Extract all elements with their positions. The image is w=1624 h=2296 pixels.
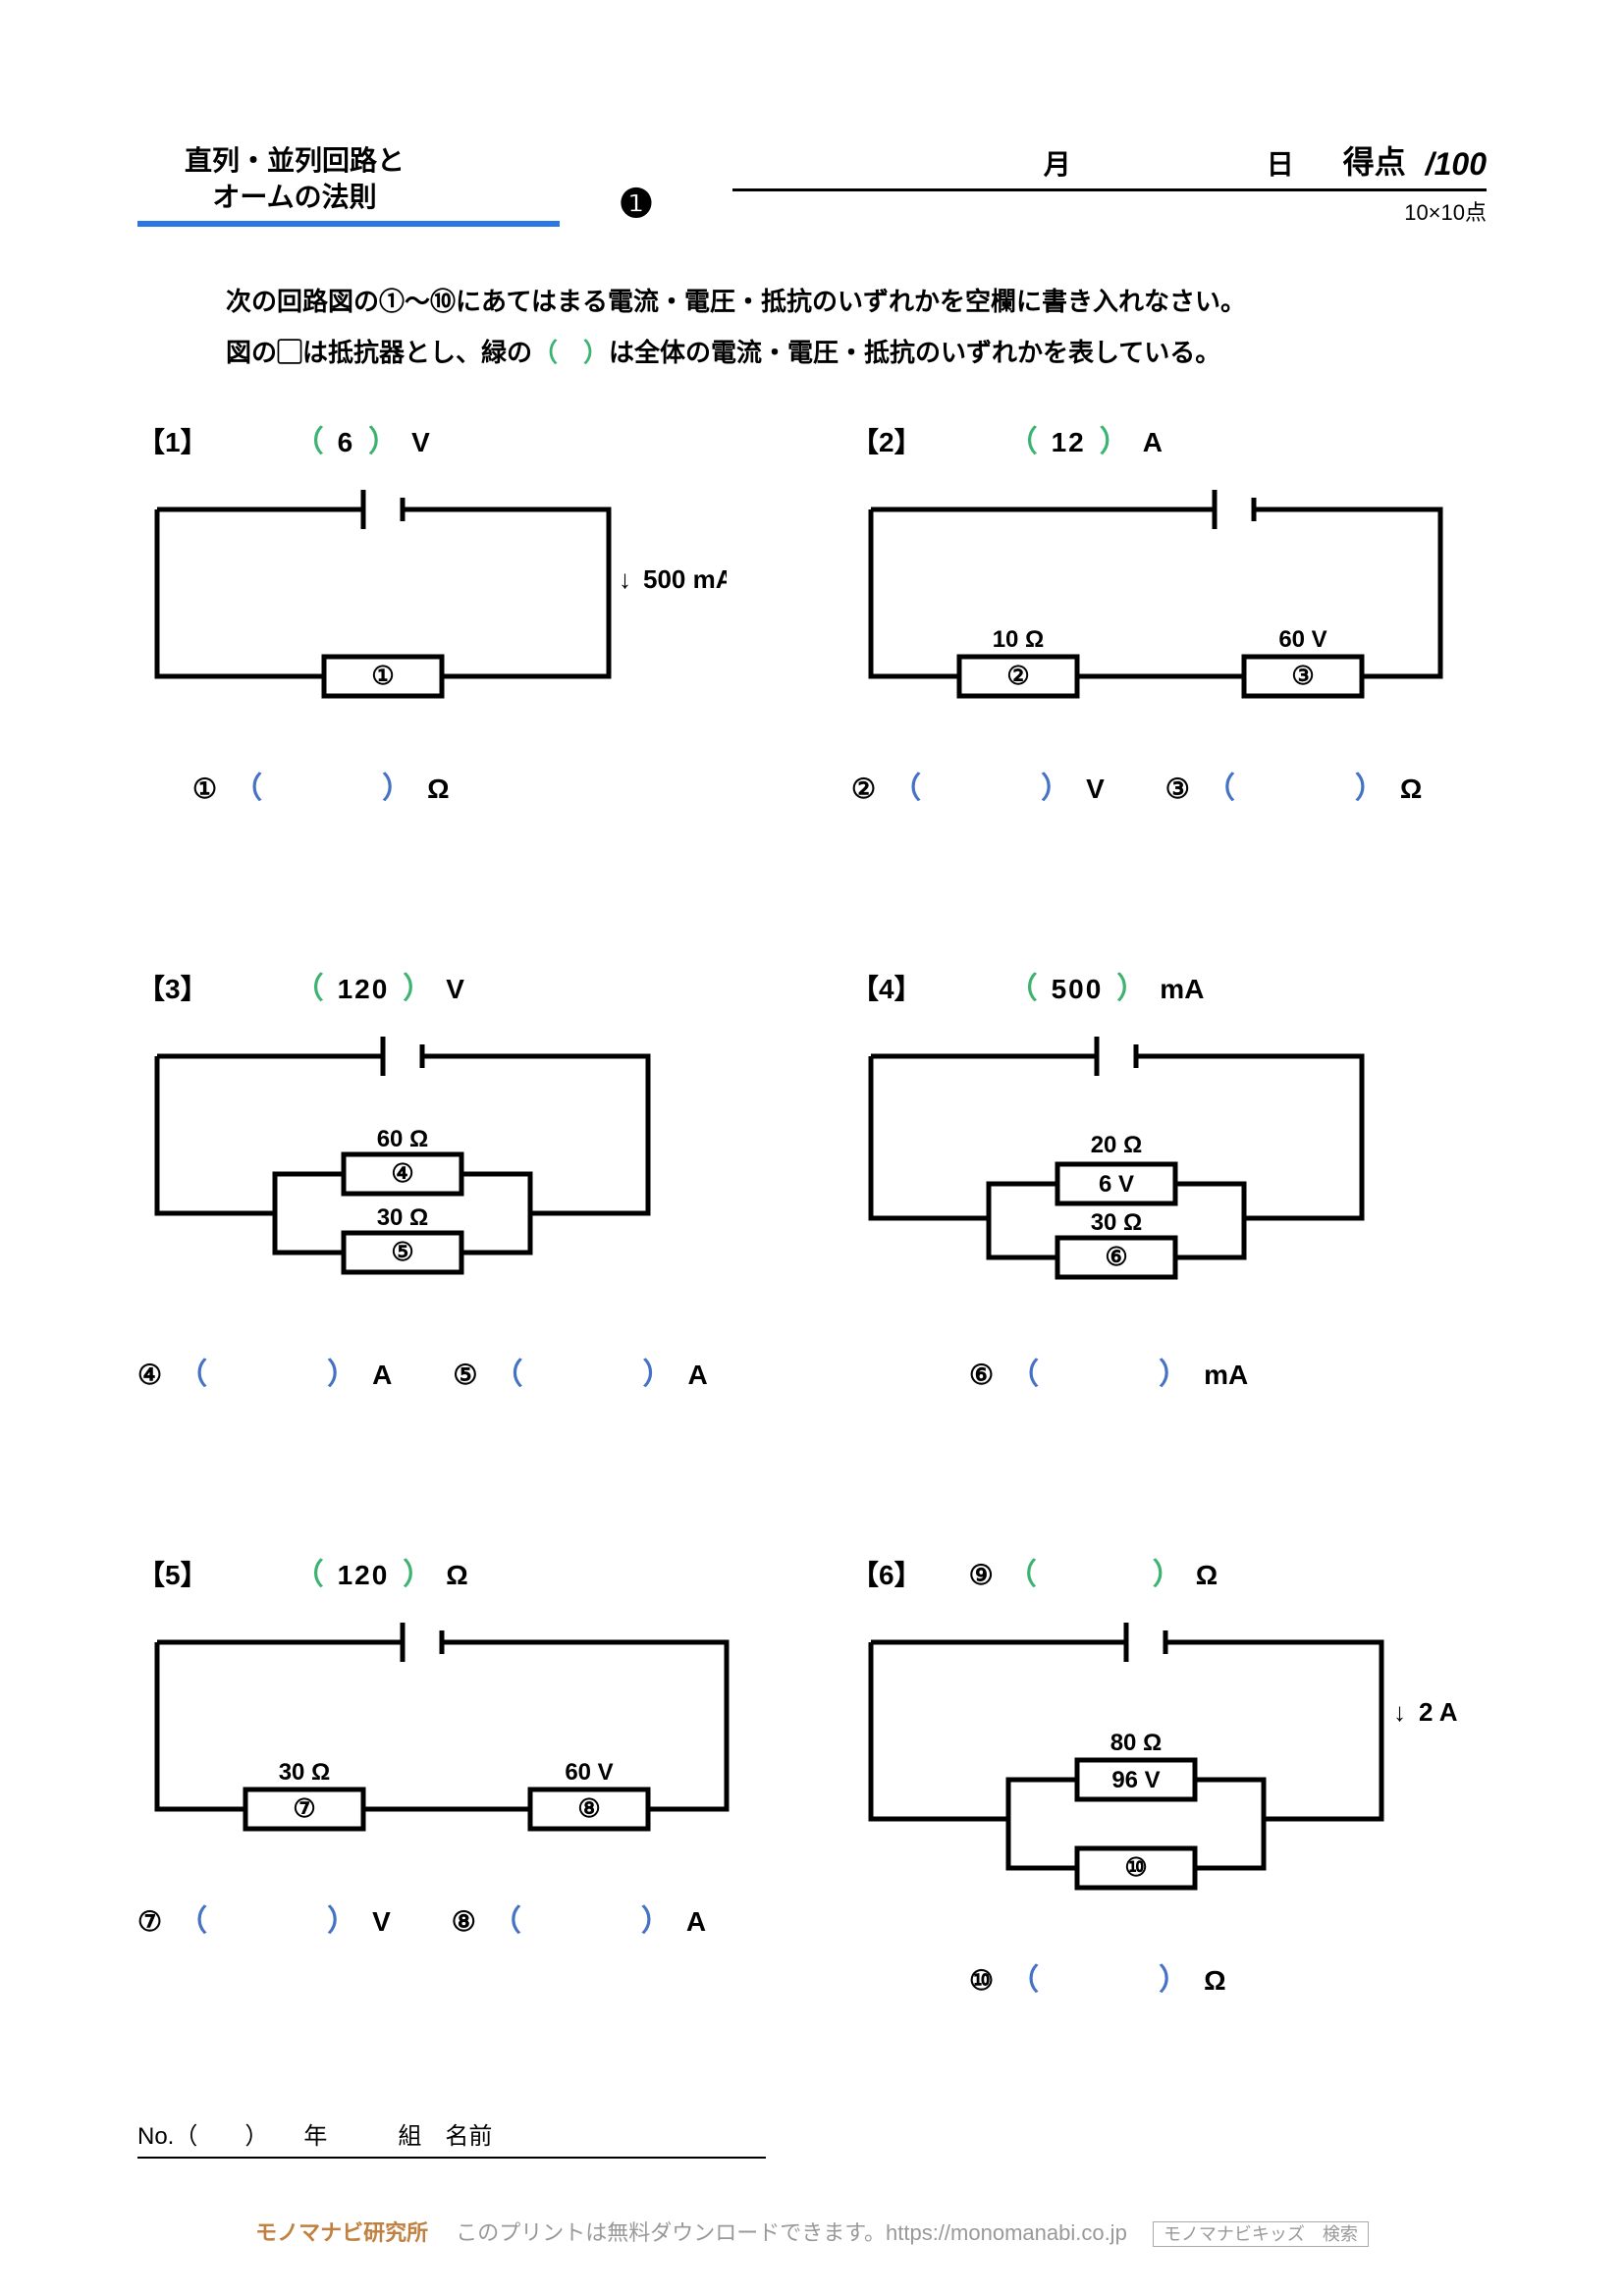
problem-6: 【6】 ⑨ （ ） Ω 80 Ω 96 V ⑩ ↓ <box>851 1550 1487 1999</box>
problem-5: 【5】 （ 120 ） Ω 30 Ω ⑦ 60 V ⑧ ⑦ <box>137 1550 773 1999</box>
answer-row: ⑦ （） V ⑧ （） A <box>137 1896 773 1940</box>
svg-text:30 Ω: 30 Ω <box>377 1204 429 1231</box>
open-paren: （ <box>295 417 324 460</box>
svg-text:↓: ↓ <box>1393 1697 1406 1727</box>
footer-label[interactable]: No.（ ） 年 組 名前 <box>137 2123 492 2150</box>
close-paren: ） <box>368 417 398 460</box>
title-line-2: オームの法則 <box>137 180 452 215</box>
svg-text:80 Ω: 80 Ω <box>1110 1730 1163 1756</box>
answer-circle-9: ⑨ <box>969 1559 994 1591</box>
problem-3: 【3】 （ 120 ） V 60 Ω ④ 30 Ω ⑤ <box>137 964 773 1393</box>
answer-row: ① （ ） Ω <box>137 764 773 807</box>
svg-text:60 V: 60 V <box>565 1759 613 1786</box>
circuit-diagram-3: 60 Ω ④ 30 Ω ⑤ <box>137 1027 727 1321</box>
svg-text:⑤: ⑤ <box>391 1237 413 1266</box>
instruction-line-1: 次の回路図の①～⑩にあてはまる電流・電圧・抵抗のいずれかを空欄に書き入れなさい。 <box>226 276 1447 327</box>
answer-open-paren: （ <box>233 764 262 807</box>
svg-text:⑩: ⑩ <box>1124 1852 1147 1882</box>
svg-text:2 A: 2 A <box>1419 1697 1458 1727</box>
problem-grid: 【1】 （ 6 ） V ① ↓ 500 mA ① （ ） <box>137 417 1487 1999</box>
current-label: 500 mA <box>643 564 727 594</box>
given-unit: V <box>411 427 430 458</box>
answer-close-paren: ） <box>382 764 411 807</box>
svg-text:60 Ω: 60 Ω <box>377 1126 429 1152</box>
answer-row: ② （） V ③ （） Ω <box>851 764 1487 807</box>
svg-text:⑥: ⑥ <box>1105 1242 1127 1271</box>
circuit-diagram-5: 30 Ω ⑦ 60 V ⑧ <box>137 1613 766 1868</box>
title-line-1: 直列・並列回路と <box>137 143 452 179</box>
given-value: 12 <box>1052 427 1086 458</box>
svg-text:⑦: ⑦ <box>293 1793 315 1823</box>
instructions: 次の回路図の①～⑩にあてはまる電流・電圧・抵抗のいずれかを空欄に書き入れなさい。… <box>226 276 1447 378</box>
sub-score: 10×10点 <box>732 195 1487 227</box>
answer-row: ⑩ （） Ω <box>851 1955 1487 1999</box>
svg-text:30 Ω: 30 Ω <box>1091 1209 1143 1236</box>
instruction-green-paren: （ ） <box>532 338 609 367</box>
given-unit: A <box>1143 427 1163 458</box>
instruction-line-2b: は全体の電流・電圧・抵抗のいずれかを表している。 <box>609 338 1220 367</box>
problem-number: 【1】 <box>137 421 208 460</box>
day-label: 日 <box>1091 143 1294 183</box>
svg-text:6 V: 6 V <box>1099 1171 1134 1198</box>
score-total: /100 <box>1426 146 1487 183</box>
resistor-2-circle: ③ <box>1291 661 1314 690</box>
circuit-diagram-1: ① ↓ 500 mA <box>137 480 727 735</box>
svg-text:20 Ω: 20 Ω <box>1091 1132 1143 1158</box>
resistor-1-circle: ② <box>1006 661 1029 690</box>
instruction-line-2a: 図の▢は抵抗器とし、緑の <box>226 338 532 367</box>
month-label: 月 <box>732 143 1071 183</box>
student-info-footer: No.（ ） 年 組 名前 <box>137 2116 766 2159</box>
answer-circle: ① <box>192 773 217 805</box>
resistor-1-label: 10 Ω <box>993 626 1045 653</box>
watermark-logo: モノマナビ研究所 <box>255 2220 428 2245</box>
score-label: 得点 <box>1343 137 1406 183</box>
problem-1: 【1】 （ 6 ） V ① ↓ 500 mA ① （ ） <box>137 417 773 807</box>
svg-text:⑧: ⑧ <box>577 1793 600 1823</box>
answer-unit: Ω <box>427 774 449 805</box>
watermark: モノマナビ研究所 このプリントは無料ダウンロードできます。https://mon… <box>0 2216 1624 2247</box>
watermark-badge: モノマナビキッズ 検索 <box>1153 2221 1369 2247</box>
svg-text:④: ④ <box>391 1158 413 1188</box>
circuit-diagram-6: 80 Ω 96 V ⑩ ↓ 2 A <box>851 1613 1480 1927</box>
problem-number: 【2】 <box>851 421 922 460</box>
worksheet-header: 直列・並列回路と オームの法則 ❶ 月 日 得点 /100 10×10点 <box>137 137 1487 227</box>
problem-2: 【2】 （ 12 ） A 10 Ω ② 60 V ③ ② <box>851 417 1487 807</box>
given-value: 6 <box>338 427 355 458</box>
answer-row: ④ （） A ⑤ （） A <box>137 1350 773 1393</box>
svg-text:96 V: 96 V <box>1111 1767 1160 1793</box>
worksheet-title: 直列・並列回路と オームの法則 <box>137 143 452 215</box>
circuit-diagram-2: 10 Ω ② 60 V ③ <box>851 480 1480 735</box>
watermark-text: このプリントは無料ダウンロードできます。https://monomanabi.c… <box>434 2220 1127 2245</box>
svg-text:30 Ω: 30 Ω <box>279 1759 331 1786</box>
resistor-label: ① <box>371 661 394 690</box>
resistor-2-label: 60 V <box>1278 626 1326 653</box>
circuit-diagram-4: 20 Ω 6 V 30 Ω ⑥ <box>851 1027 1440 1321</box>
problem-4: 【4】 （ 500 ） mA 20 Ω 6 V 30 Ω ⑥ <box>851 964 1487 1393</box>
title-underline <box>137 221 560 227</box>
page-marker: ❶ <box>619 182 654 227</box>
arrow-label: ↓ <box>619 564 631 594</box>
answer-row: ⑥ （） mA <box>851 1350 1487 1393</box>
